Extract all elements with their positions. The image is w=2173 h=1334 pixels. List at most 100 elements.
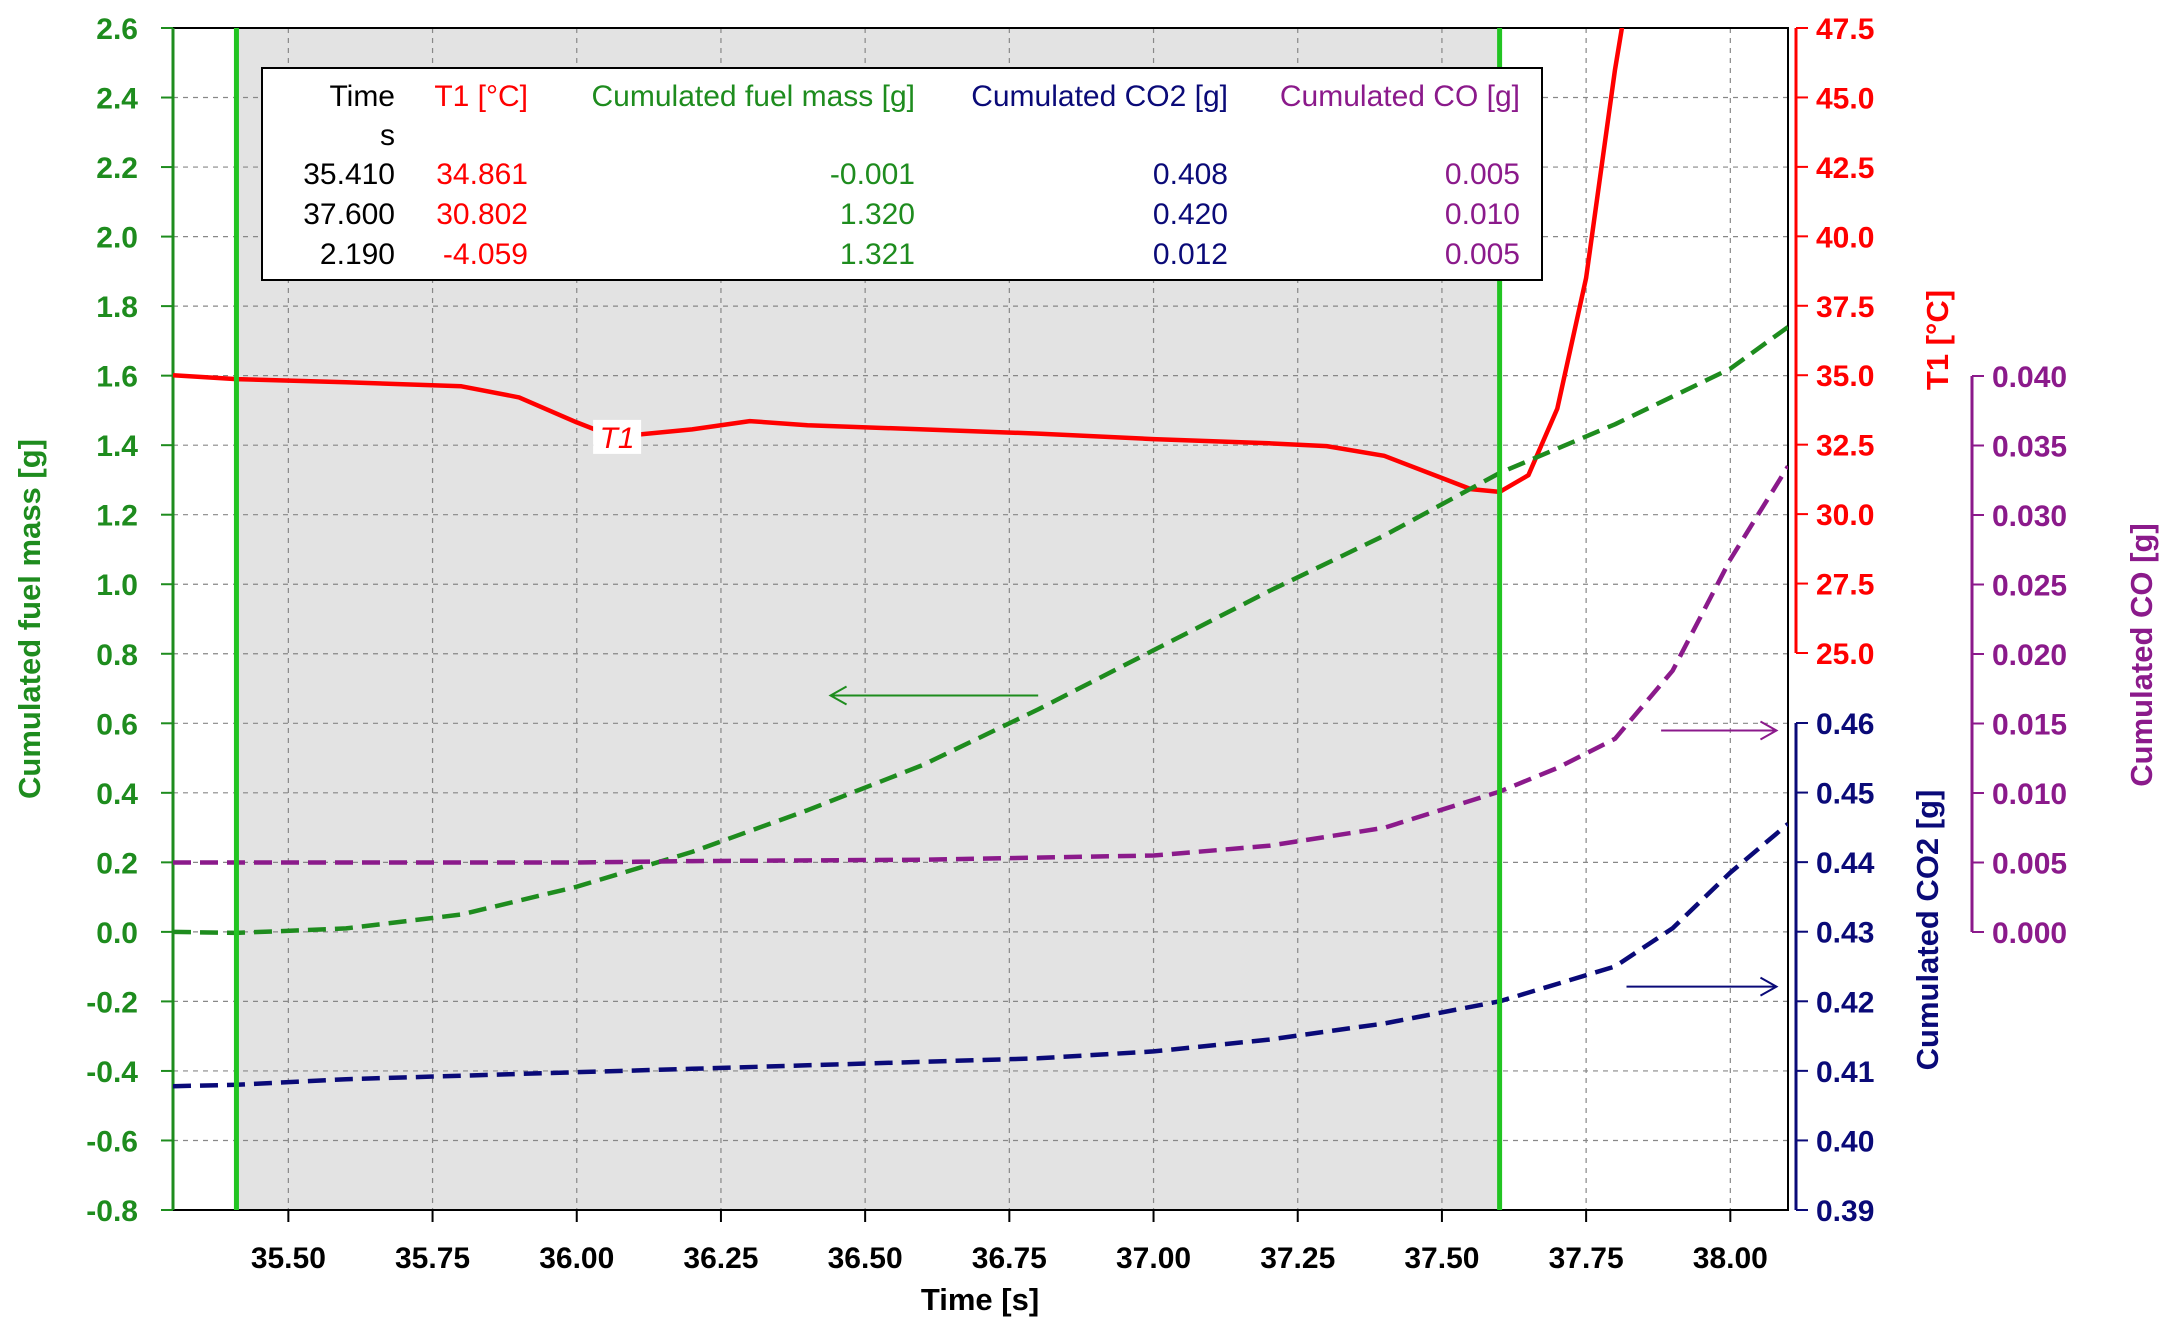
fuel-tick-label: 0.2 [96,847,138,880]
co2-axis-arrow-head [1759,976,1779,997]
x-axis: 35.50 35.75 36.00 36.25 36.50 36.75 37.00 37.25… [251,1210,1768,1275]
series-line-fuel [173,325,1788,936]
co-tick-label: 0.025 [1992,570,2067,603]
co2-axis-title: Cumulated CO2 [g] [1910,790,1945,1071]
readout-header: Cumulated CO [g] [1280,80,1520,113]
x-tick-label: 38.00 [1693,1242,1768,1275]
t1-tick-label: 45.0 [1816,82,1874,115]
co2-tick-label: 0.45 [1816,778,1874,811]
inline-label-bg [593,419,642,454]
readout-cell: 0.005 [1445,158,1520,191]
t1-tick-label: 42.5 [1816,152,1874,185]
cursor-readout-table: Time T1 [°C] Cumulated fuel mass [g] Cumula… [261,67,1543,281]
x-tick-label: 36.50 [828,1242,903,1275]
t1-axis-title: T1 [°C] [1920,290,1955,390]
t1-tick-label: 25.0 [1816,638,1874,671]
x-axis-title: Time [s] [921,1282,1039,1317]
fuel-axis-arrow-head [828,685,848,706]
x-tick-label: 35.75 [395,1242,470,1275]
t1-axis: 47.5 45.0 42.5 40.0 37.5 35.0 32.5 30.0 27.5 25.0 [1794,13,1874,671]
fuel-tick-label: -0.2 [86,986,138,1019]
readout-box [261,67,1543,281]
fuel-tick-label: -0.6 [86,1125,138,1158]
fuel-tick-label: -0.8 [86,1195,138,1228]
readout-cell: 1.321 [840,238,915,271]
readout-cell: 0.005 [1445,238,1520,271]
t1-tick-label: 27.5 [1816,569,1874,602]
x-tick-label: 36.00 [539,1242,614,1275]
fuel-tick-label: 1.6 [96,361,138,394]
fuel-tick-label: 2.4 [96,83,138,116]
t1-tick-label: 30.0 [1816,499,1874,532]
fuel-axis: 2.6 2.4 2.2 2.0 1.8 1.6 1.4 1.2 1.0 0.8 0.6 0.4 0.2 0… [86,13,175,1228]
co-tick-label: 0.035 [1992,431,2067,464]
fuel-tick-label: 2.2 [96,152,138,185]
co-axis: 0.040 0.035 0.030 0.025 0.020 0.015 0.010 0.005… [1970,361,2067,950]
co-axis-arrow-head [1759,720,1779,741]
fuel-tick-label: 1.8 [96,291,138,324]
co-axis-title: Cumulated CO [g] [2124,523,2159,787]
t1-tick-label: 47.5 [1816,13,1874,46]
fuel-axis-title: Cumulated fuel mass [g] [12,439,47,799]
co-tick-label: 0.040 [1992,361,2067,394]
co2-tick-label: 0.42 [1816,986,1874,1019]
fuel-tick-label: 0.4 [96,778,138,811]
readout-cell: 0.408 [1153,158,1228,191]
readout-cell: 2.190 [320,238,395,271]
grid-lines [173,27,1788,1211]
fuel-tick-label: 1.2 [96,500,138,533]
series-line-t1 [173,28,1625,495]
co2-axis: 0.46 0.45 0.44 0.43 0.42 0.41 0.40 0.39 [1794,708,1875,1228]
co2-tick-label: 0.41 [1816,1056,1874,1089]
x-tick-label: 36.25 [683,1242,758,1275]
x-tick-label: 37.75 [1549,1242,1624,1275]
readout-cell: 37.600 [303,198,395,231]
fuel-tick-label: 1.4 [96,430,138,463]
t1-tick-label: 35.0 [1816,360,1874,393]
readout-cell: 0.010 [1445,198,1520,231]
series-layer [173,28,1788,1089]
fuel-tick-label: 0.0 [96,917,138,950]
fuel-tick-label: 2.6 [96,13,138,46]
co-tick-label: 0.020 [1992,639,2067,672]
fuel-tick-label: -0.4 [86,1056,138,1089]
axis-arrows [828,685,1779,997]
co-tick-label: 0.010 [1992,778,2067,811]
x-tick-label: 36.75 [972,1242,1047,1275]
co-tick-label: 0.015 [1992,709,2067,742]
readout-header: Time [329,80,395,113]
readout-unit: s [380,119,395,152]
readout-cell: 35.410 [303,158,395,191]
co2-tick-label: 0.40 [1816,1125,1874,1158]
inline-labels: T1 [593,419,642,455]
co-tick-label: 0.000 [1992,917,2067,950]
co2-tick-label: 0.43 [1816,917,1874,950]
co2-tick-label: 0.44 [1816,847,1875,880]
readout-cell: 0.420 [1153,198,1228,231]
readout-cell: 1.320 [840,198,915,231]
readout-header: T1 [°C] [434,80,528,113]
fuel-tick-label: 0.8 [96,639,138,672]
readout-cell: 30.802 [436,198,528,231]
fuel-tick-label: 2.0 [96,222,138,255]
t1-tick-label: 37.5 [1816,291,1874,324]
fuel-tick-label: 0.6 [96,708,138,741]
readout-cell: 0.012 [1153,238,1228,271]
x-tick-label: 37.00 [1116,1242,1191,1275]
readout-header: Cumulated fuel mass [g] [592,80,915,113]
co2-tick-label: 0.39 [1816,1195,1874,1228]
series-line-co2 [173,822,1788,1089]
readout-cell: 34.861 [436,158,528,191]
readout-cell: -0.001 [830,158,915,191]
x-tick-label: 35.50 [251,1242,326,1275]
series-inline-label-t1: T1 [600,422,635,455]
x-tick-label: 37.25 [1260,1242,1335,1275]
x-tick-label: 37.50 [1404,1242,1479,1275]
t1-tick-label: 40.0 [1816,221,1874,254]
t1-tick-label: 32.5 [1816,430,1874,463]
readout-header: Cumulated CO2 [g] [971,80,1228,113]
readout-cell: -4.059 [443,238,528,271]
co2-tick-label: 0.46 [1816,708,1874,741]
co-tick-label: 0.005 [1992,848,2067,881]
